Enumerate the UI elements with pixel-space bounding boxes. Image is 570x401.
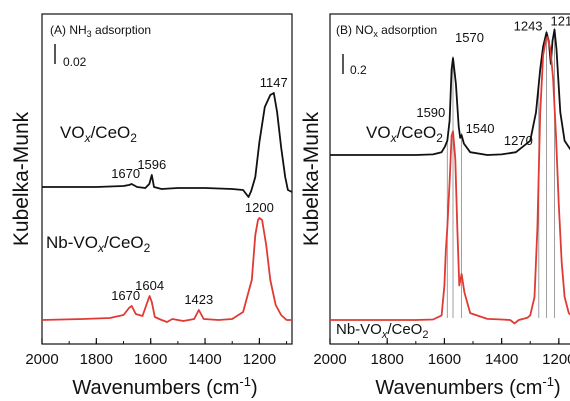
panel-a-scale-label: 0.02 bbox=[63, 55, 87, 69]
panel-b-x-axis: 2000 1800 1600 1400 1200 bbox=[313, 338, 570, 368]
panel-b-x-tick-label: 1800 bbox=[371, 351, 404, 368]
panel-b-x-tick-label: 1600 bbox=[428, 351, 461, 368]
panel-b-peak-label: 1215 bbox=[551, 14, 570, 29]
panel-b-peak-label: 1540 bbox=[466, 121, 495, 136]
panel-b-x-tick-label: 1400 bbox=[485, 351, 518, 368]
panel-b: (B) NOx adsorption 0.2 VOx/CeO2 Nb-VOx/C… bbox=[300, 13, 570, 399]
panel-b-label: (B) NOx adsorption bbox=[336, 23, 437, 39]
panel-b-peak-label: 1570 bbox=[455, 30, 484, 45]
panel-a-peak-label: 1596 bbox=[137, 157, 166, 172]
panel-a-series-1-label: Nb-VOx/CeO2 bbox=[46, 233, 151, 255]
panel-b-x-tick-label: 2000 bbox=[313, 351, 346, 368]
panel-a-x-tick-label: 1200 bbox=[243, 351, 276, 368]
panel-a-x-axis-title: Wavenumbers (cm-1) bbox=[72, 374, 257, 399]
panel-b-peak-label: 1590 bbox=[416, 105, 445, 120]
panel-a-peak-label: 1670 bbox=[111, 288, 140, 303]
panel-b-series-1-line bbox=[330, 36, 570, 325]
panel-a-x-tick-label: 1400 bbox=[188, 351, 221, 368]
panel-a-peak-label: 1147 bbox=[260, 75, 288, 90]
panel-a-peak-label: 1200 bbox=[245, 200, 274, 215]
panel-a-curves bbox=[41, 92, 293, 323]
panel-a-x-tick-label: 1600 bbox=[134, 351, 167, 368]
panel-a-peak-label: 1604 bbox=[135, 278, 164, 293]
panel-a-x-axis: 2000 1800 1600 1400 1200 bbox=[25, 338, 288, 368]
panel-b-series-0-label: VOx/CeO2 bbox=[366, 123, 443, 145]
panel-b-x-tick-label: 1200 bbox=[542, 351, 570, 368]
panel-b-annotations: 1590 1570 1540 1243 1215 1270 bbox=[416, 14, 570, 148]
panel-b-series-0-line bbox=[330, 28, 570, 156]
panel-a: (A) NH3 adsorption 0.02 VOx/CeO2 Nb-VOx/… bbox=[10, 13, 293, 399]
panel-a-x-tick-label: 1800 bbox=[80, 351, 113, 368]
panel-a-series-1-line bbox=[41, 217, 292, 323]
panel-a-series-0-line bbox=[42, 92, 293, 198]
panel-b-frame bbox=[329, 13, 570, 345]
panel-b-curves bbox=[330, 28, 570, 325]
panel-a-series-0-label: VOx/CeO2 bbox=[60, 123, 137, 145]
panel-a-peak-label: 1423 bbox=[184, 292, 213, 307]
panel-b-peak-label: 1270 bbox=[504, 133, 533, 148]
panel-a-peak-label: 1670 bbox=[111, 166, 140, 181]
panel-b-scale-label: 0.2 bbox=[350, 63, 367, 77]
panel-b-series-1-label: Nb-VOx/CeO2 bbox=[336, 321, 428, 341]
panel-b-x-axis-title: Wavenumbers (cm-1) bbox=[375, 374, 560, 399]
panel-a-label: (A) NH3 adsorption bbox=[50, 23, 151, 39]
panel-a-y-axis-title: Kubelka-Munk bbox=[10, 111, 33, 246]
panel-a-x-tick-label: 2000 bbox=[25, 351, 58, 368]
panel-a-frame bbox=[41, 13, 293, 345]
panel-b-peak-label: 1243 bbox=[514, 18, 543, 33]
panel-b-y-axis-title: Kubelka-Munk bbox=[300, 111, 323, 246]
